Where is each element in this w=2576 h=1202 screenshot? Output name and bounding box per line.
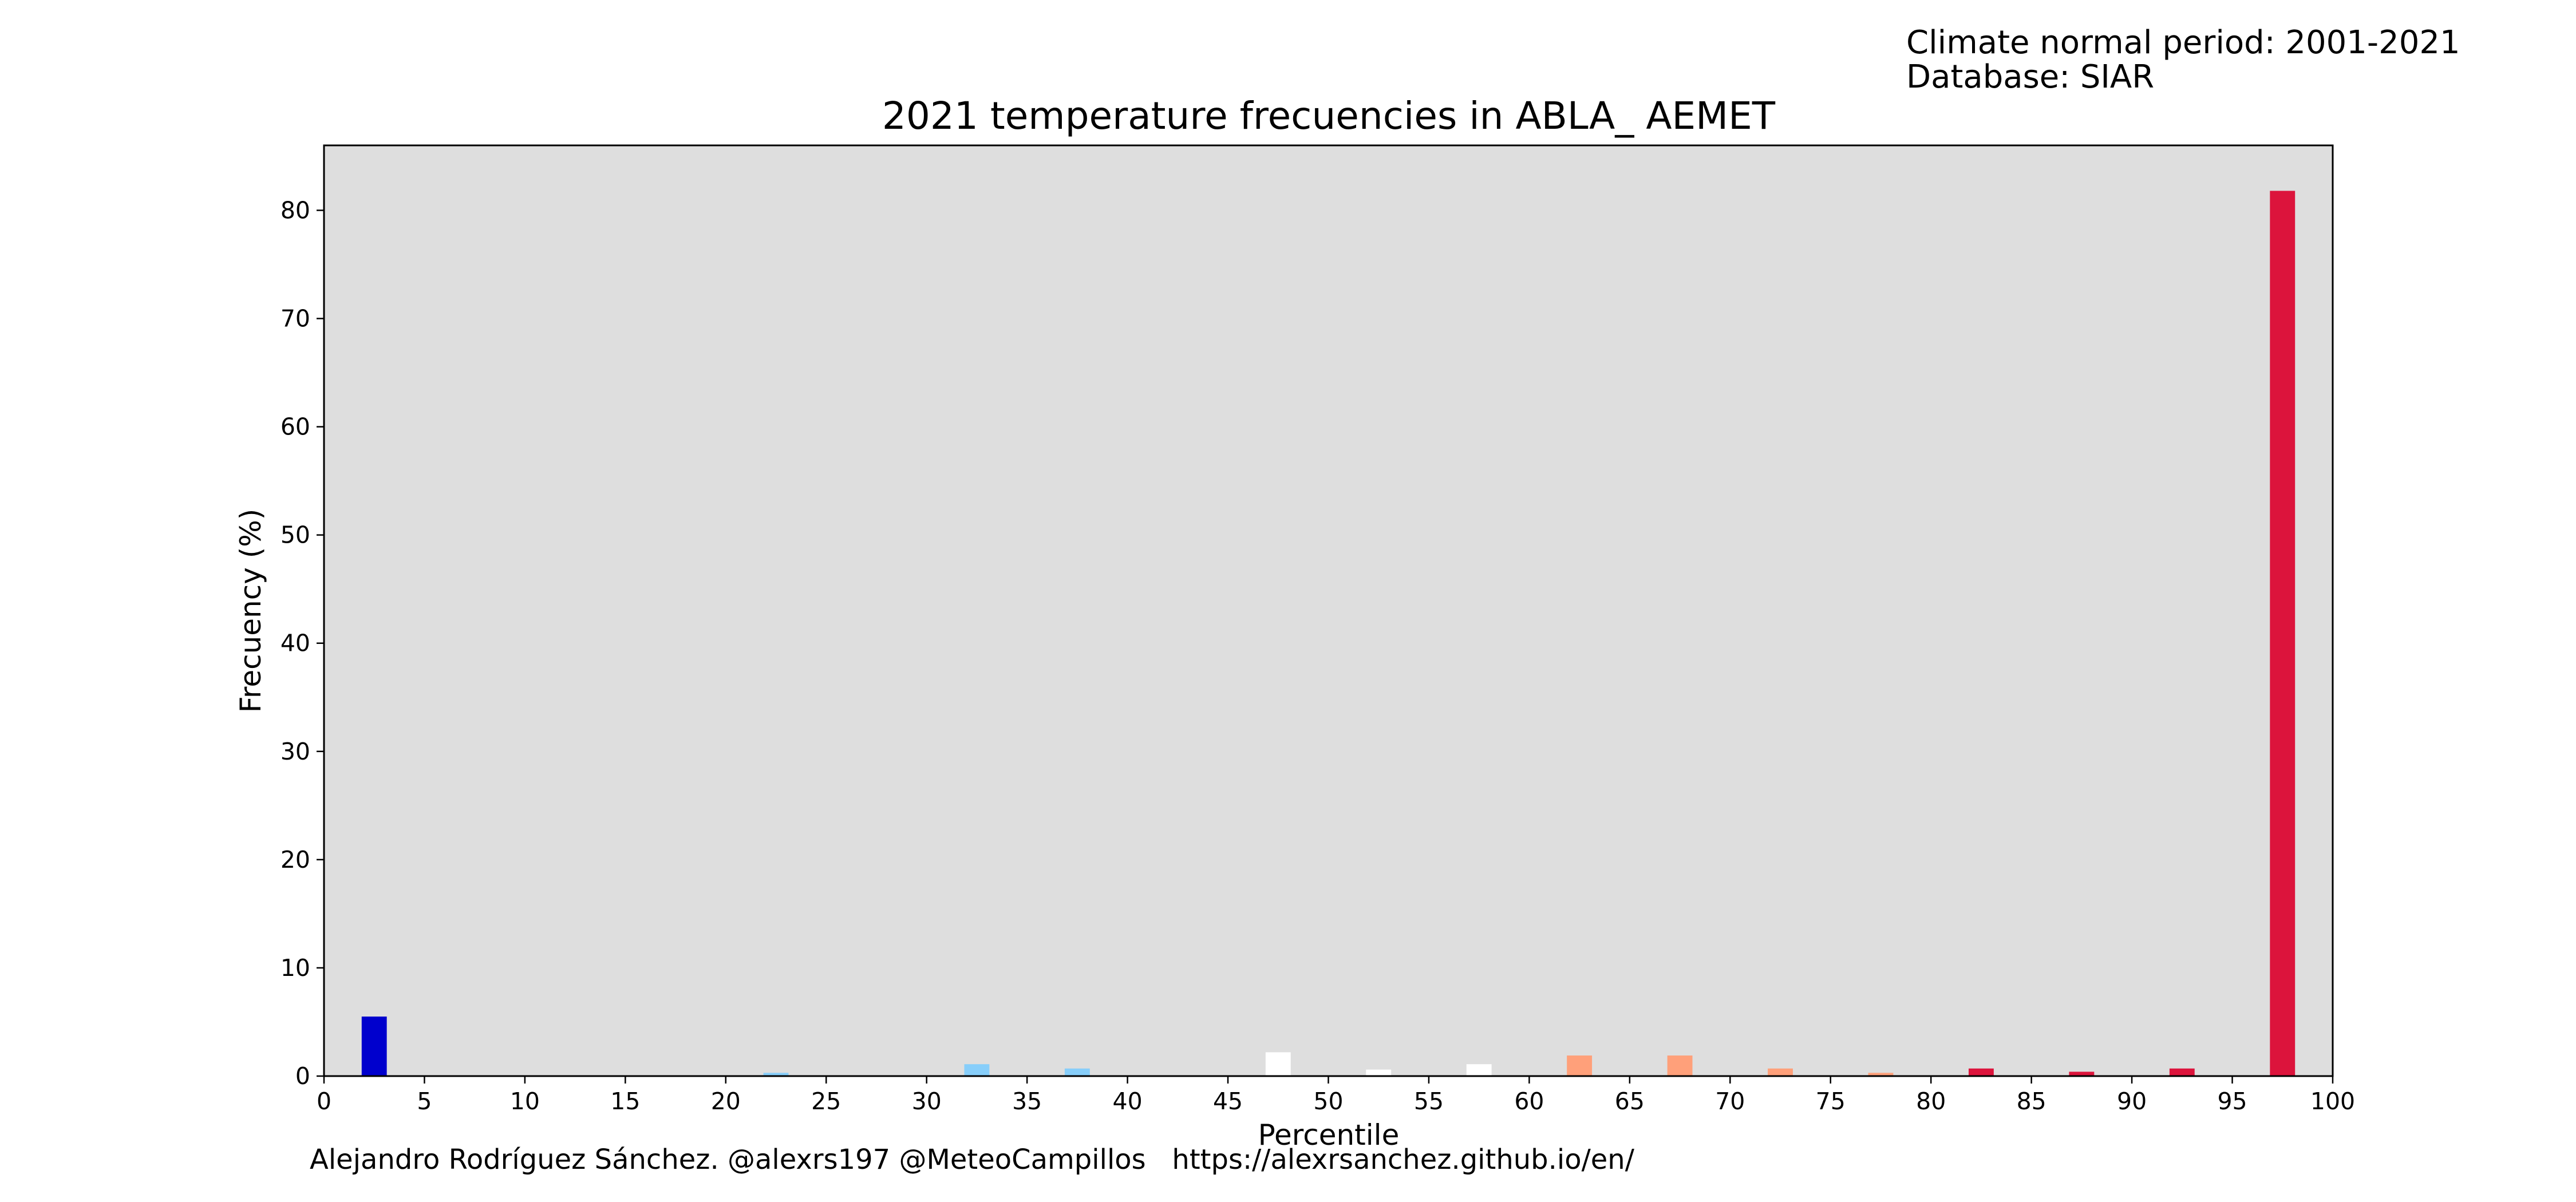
x-tick-label: 35: [1012, 1088, 1042, 1115]
x-tick-label: 45: [1213, 1088, 1243, 1115]
climate-period-text: Climate normal period: 2001-2021: [1906, 24, 2460, 61]
x-tick-label: 55: [1414, 1088, 1444, 1115]
x-tick-label: 100: [2310, 1088, 2355, 1115]
bar-percentile-57.5: [1466, 1064, 1492, 1076]
bar-percentile-62.5: [1567, 1055, 1593, 1076]
x-tick-label: 25: [811, 1088, 841, 1115]
bar-percentile-22.5: [763, 1073, 789, 1076]
y-tick-label: 40: [280, 630, 310, 657]
x-axis-label: Percentile: [1258, 1118, 1400, 1152]
bar-percentile-82.5: [1968, 1068, 1994, 1076]
x-tick-label: 95: [2217, 1088, 2247, 1115]
y-tick-label: 30: [280, 738, 310, 765]
y-tick-label: 50: [280, 521, 310, 549]
bar-percentile-2.5: [361, 1017, 387, 1076]
x-tick-label: 40: [1113, 1088, 1143, 1115]
bar-percentile-77.5: [1868, 1073, 1894, 1076]
x-tick-label: 5: [417, 1088, 432, 1115]
y-tick-label: 60: [280, 413, 310, 441]
x-tick-label: 75: [1816, 1088, 1846, 1115]
y-tick-label: 20: [280, 846, 310, 873]
bar-percentile-87.5: [2069, 1071, 2095, 1076]
database-text: Database: SIAR: [1906, 58, 2155, 96]
bar-percentile-92.5: [2169, 1068, 2195, 1076]
x-tick-label: 0: [317, 1088, 331, 1115]
x-tick-label: 90: [2117, 1088, 2147, 1115]
x-tick-label: 50: [1313, 1088, 1343, 1115]
y-tick-label: 0: [295, 1062, 310, 1090]
y-axis-label: Frecuency (%): [234, 509, 267, 713]
bar-percentile-32.5: [964, 1064, 990, 1076]
y-tick-label: 10: [280, 954, 310, 982]
y-tick-label: 80: [280, 196, 310, 224]
x-tick-label: 20: [711, 1088, 741, 1115]
y-tick-label: 70: [280, 305, 310, 333]
footer-credit: Alejandro Rodríguez Sánchez. @alexrs197 …: [310, 1144, 1634, 1176]
x-tick-label: 10: [510, 1088, 540, 1115]
plot-area: [324, 145, 2333, 1076]
x-tick-label: 60: [1514, 1088, 1544, 1115]
x-axis: 0 5 10 15 20 25 30 35 40 45 50 55 60 65 70 75 80 85 90 95 10…: [317, 1076, 2355, 1115]
bar-percentile-67.5: [1667, 1055, 1693, 1076]
bars-group: [361, 191, 2296, 1076]
bar-percentile-97.5: [2270, 191, 2296, 1076]
y-axis: 0 10 20 30 40 50 60 70 80: [280, 196, 324, 1090]
x-tick-label: 80: [1916, 1088, 1946, 1115]
x-tick-label: 70: [1715, 1088, 1745, 1115]
x-tick-label: 85: [2017, 1088, 2046, 1115]
x-tick-label: 65: [1615, 1088, 1645, 1115]
bar-percentile-47.5: [1265, 1052, 1291, 1076]
x-tick-label: 15: [610, 1088, 640, 1115]
chart-title: 2021 temperature frecuencies in ABLA_ AE…: [882, 94, 1776, 138]
bar-percentile-72.5: [1768, 1068, 1793, 1076]
bar-percentile-52.5: [1366, 1069, 1392, 1076]
x-tick-label: 30: [912, 1088, 942, 1115]
bar-percentile-37.5: [1064, 1068, 1090, 1076]
